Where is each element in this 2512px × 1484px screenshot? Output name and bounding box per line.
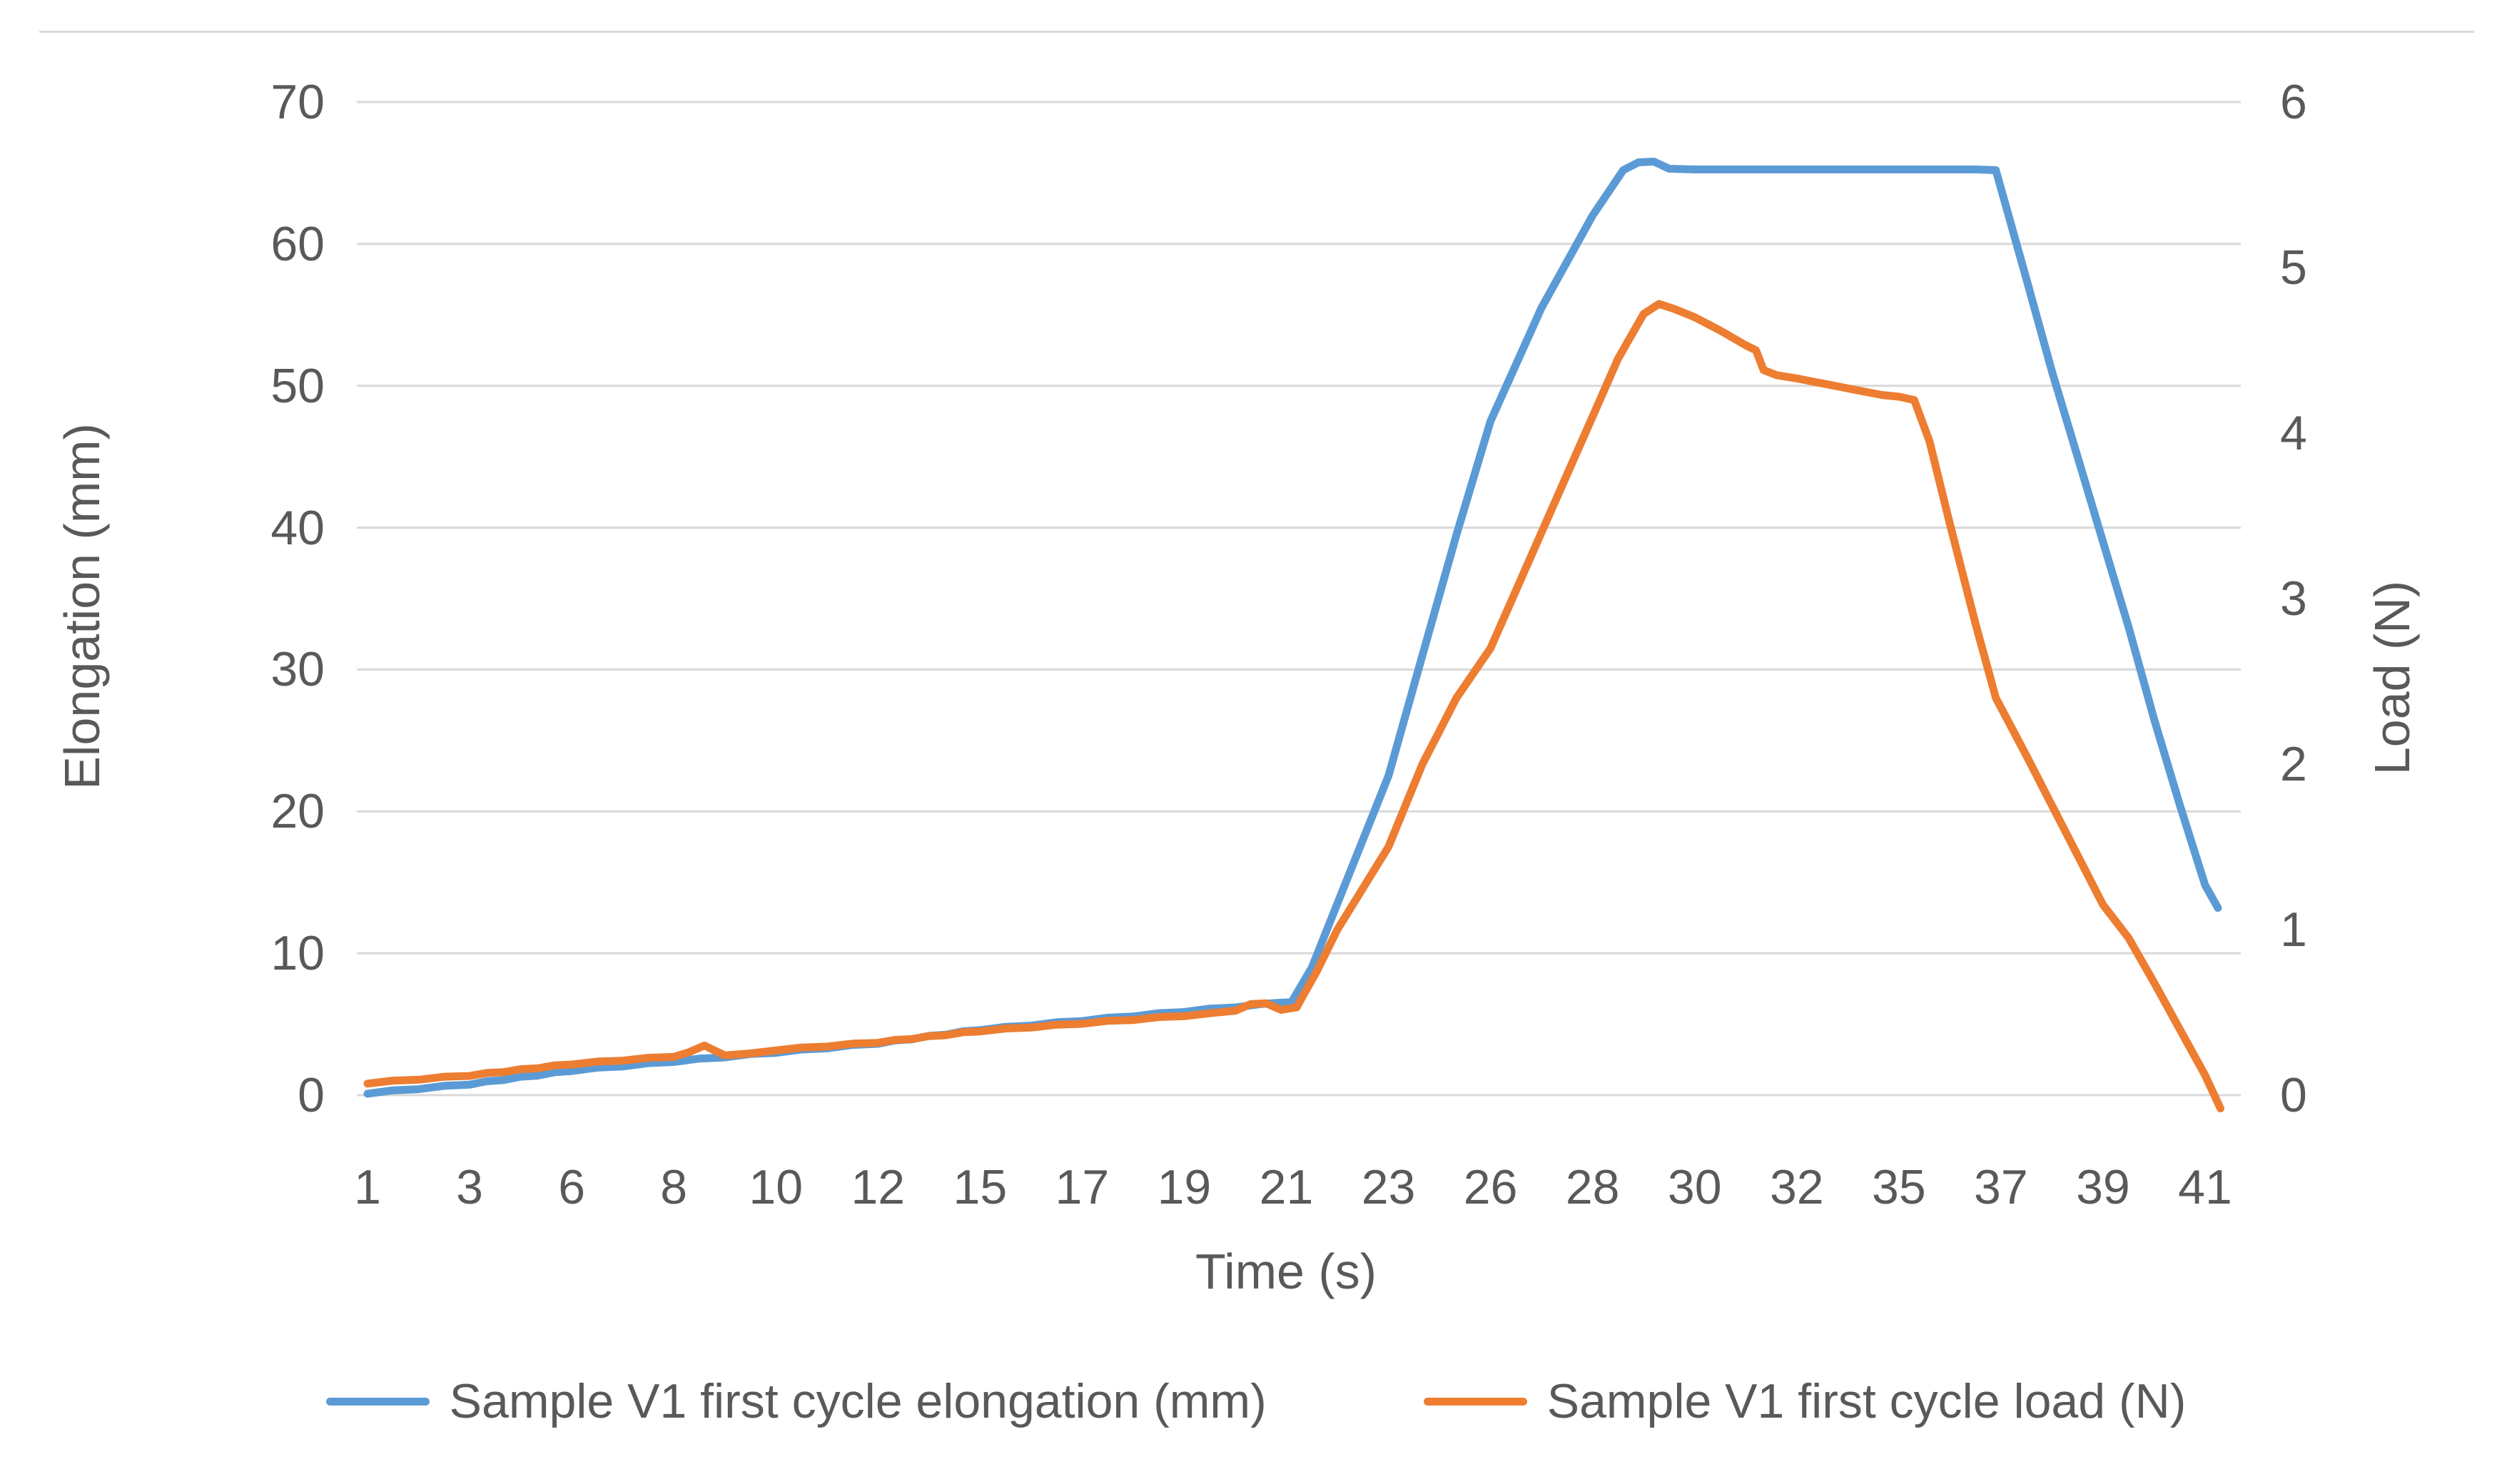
y-right-axis-title: Load (N): [2364, 580, 2420, 776]
y-left-tick-label: 0: [298, 1068, 325, 1122]
x-tick-label: 37: [1974, 1160, 2028, 1214]
x-tick-label: 6: [558, 1160, 586, 1214]
x-tick-label: 21: [1259, 1160, 1314, 1214]
x-tick-label: 19: [1157, 1160, 1212, 1214]
y-left-tick-label: 50: [270, 358, 325, 413]
y-right-tick-label: 2: [2280, 737, 2307, 791]
x-tick-label: 1: [354, 1160, 381, 1214]
x-tick-label: 26: [1463, 1160, 1518, 1214]
y-left-tick-label: 30: [270, 642, 325, 697]
y-left-tick-label: 60: [270, 216, 325, 271]
y-right-tick-label: 6: [2280, 75, 2307, 129]
y-left-tick-label: 40: [270, 500, 325, 555]
x-tick-label: 28: [1565, 1160, 1620, 1214]
x-tick-label: 10: [749, 1160, 804, 1214]
x-axis-title: Time (s): [1195, 1244, 1377, 1299]
y-left-tick-label: 70: [270, 75, 325, 129]
y-left-tick-label: 20: [270, 784, 325, 839]
x-tick-label: 35: [1872, 1160, 1926, 1214]
x-tick-label: 30: [1667, 1160, 1722, 1214]
x-tick-label: 32: [1769, 1160, 1824, 1214]
legend-line-swatch-load: [1423, 1397, 1527, 1406]
x-tick-label: 39: [2076, 1160, 2130, 1214]
legend: Sample V1 first cycle elongation (mm) Sa…: [0, 1373, 2512, 1429]
legend-line-swatch-elongation: [325, 1397, 430, 1406]
x-tick-label: 8: [660, 1160, 688, 1214]
x-tick-label: 12: [851, 1160, 906, 1214]
y-left-tick-label: 10: [270, 926, 325, 981]
legend-item-elongation: Sample V1 first cycle elongation (mm): [325, 1373, 1267, 1429]
y-right-tick-label: 5: [2280, 240, 2307, 295]
x-tick-label: 17: [1055, 1160, 1110, 1214]
legend-label-elongation: Sample V1 first cycle elongation (mm): [449, 1374, 1267, 1428]
y-right-tick-label: 4: [2280, 406, 2307, 460]
series-line-load: [363, 300, 2224, 1113]
y-right-tick-label: 0: [2280, 1068, 2307, 1122]
y-right-tick-label: 3: [2280, 571, 2307, 626]
x-tick-label: 23: [1361, 1160, 1416, 1214]
y-left-axis-title: Elongation (mm): [54, 423, 110, 790]
chart-top-border: [39, 31, 2474, 33]
legend-label-load: Sample V1 first cycle load (N): [1546, 1374, 2187, 1428]
x-tick-label: 41: [2178, 1160, 2232, 1214]
x-tick-label: 15: [953, 1160, 1008, 1214]
x-tick-label: 3: [456, 1160, 483, 1214]
legend-item-load: Sample V1 first cycle load (N): [1423, 1373, 2187, 1429]
y-right-tick-label: 1: [2280, 903, 2307, 957]
